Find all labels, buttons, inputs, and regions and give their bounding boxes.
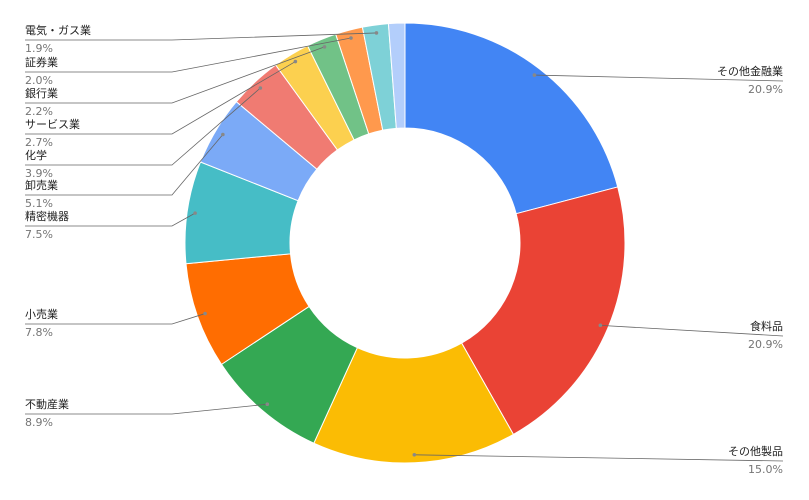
slice-value-label: 5.1% bbox=[25, 197, 53, 210]
donut-slice bbox=[387, 22, 406, 129]
slice-label: その他製品 bbox=[728, 444, 783, 458]
slice-label: 食料品 bbox=[750, 319, 783, 333]
slice-value-label: 2.2% bbox=[25, 105, 53, 118]
leader-dot bbox=[221, 132, 225, 137]
leader-dot bbox=[203, 311, 207, 316]
slice-label: 証券業 bbox=[25, 55, 58, 69]
leader-dot bbox=[293, 59, 298, 64]
slice-value-label: 20.9% bbox=[748, 83, 783, 96]
leader-dot bbox=[265, 402, 270, 407]
slice-value-label: 7.8% bbox=[25, 326, 53, 339]
slice-label: 不動産業 bbox=[25, 397, 69, 411]
leader-line bbox=[25, 403, 268, 415]
leader-line bbox=[25, 87, 261, 166]
leader-dot bbox=[349, 36, 353, 40]
slice-value-label: 20.9% bbox=[748, 338, 783, 351]
slice-label: 精密機器 bbox=[25, 209, 69, 223]
leader-dot bbox=[598, 323, 603, 328]
slice-label: サービス業 bbox=[25, 118, 80, 131]
slice-value-label: 7.5% bbox=[25, 228, 53, 241]
slice-value-label: 8.9% bbox=[25, 416, 53, 429]
leader-dot bbox=[374, 31, 379, 35]
slice-label: 銀行業 bbox=[25, 86, 58, 100]
donut-slice bbox=[460, 186, 626, 436]
leader-line bbox=[25, 134, 224, 196]
slice-value-label: 2.7% bbox=[25, 136, 53, 149]
leader-line bbox=[25, 313, 206, 325]
slice-value-label: 1.9% bbox=[25, 42, 53, 55]
leader-line bbox=[25, 32, 377, 41]
leader-dot bbox=[412, 452, 417, 457]
slice-value-label: 3.9% bbox=[25, 167, 53, 180]
slice-value-label: 15.0% bbox=[748, 463, 783, 476]
leader-dot bbox=[322, 45, 327, 49]
leader-line bbox=[534, 74, 784, 82]
slice-label: 化学 bbox=[25, 148, 47, 162]
leader-line bbox=[25, 61, 296, 135]
leader-line bbox=[25, 212, 196, 227]
leader-line bbox=[25, 37, 352, 73]
slice-label: 卸売業 bbox=[25, 178, 58, 192]
leader-dot bbox=[258, 86, 263, 90]
leader-line bbox=[600, 324, 784, 337]
slice-label: その他金融業 bbox=[717, 64, 783, 78]
leader-dot bbox=[193, 211, 197, 215]
donut-slice bbox=[404, 22, 619, 215]
leader-line bbox=[25, 46, 325, 104]
slice-label: 小売業 bbox=[25, 308, 58, 321]
leader-line bbox=[414, 454, 784, 462]
leader-dot bbox=[532, 73, 537, 77]
slice-value-label: 2.0% bbox=[25, 74, 53, 87]
slice-label: 電気・ガス業 bbox=[25, 23, 91, 37]
